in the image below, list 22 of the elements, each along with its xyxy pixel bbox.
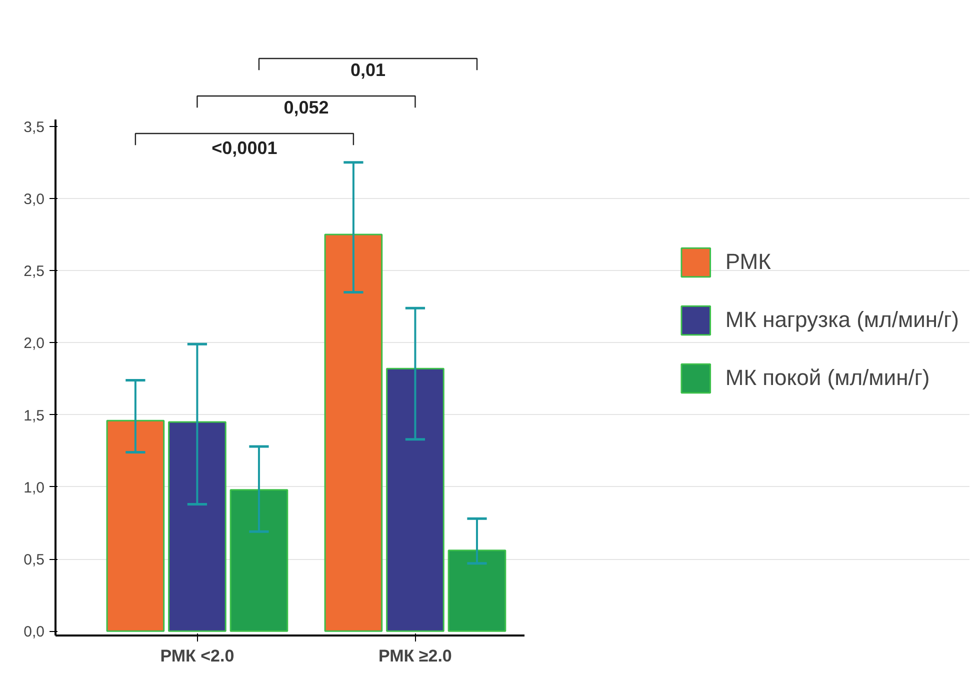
y-tick-label: 1,5	[24, 407, 45, 424]
y-tick-label: 0,0	[24, 624, 45, 641]
legend-label: МК нагрузка (мл/мин/г)	[725, 307, 959, 333]
bar	[168, 421, 226, 632]
y-tick-label: 0,5	[24, 552, 45, 569]
y-tick-label: 1,0	[24, 479, 45, 496]
y-tick-label: 3,0	[24, 190, 45, 208]
y-tick-label: 2,5	[24, 263, 45, 280]
x-tick-label: РМК ≥2.0	[378, 646, 452, 666]
legend-label: РМК	[725, 249, 771, 275]
legend-label: МК покой (мл/мин/г)	[725, 365, 930, 391]
y-tick-label: 2,0	[24, 335, 45, 352]
bar	[448, 550, 506, 632]
y-tick-label: 3,5	[24, 118, 45, 136]
bar	[106, 420, 165, 632]
bar	[386, 368, 444, 632]
x-tick-label: РМК <2.0	[160, 646, 234, 666]
annotation: <0,0001	[212, 138, 278, 158]
text: 0,052	[284, 97, 329, 118]
bar	[230, 489, 288, 632]
bar	[324, 234, 383, 632]
text: 0,01	[350, 60, 386, 80]
